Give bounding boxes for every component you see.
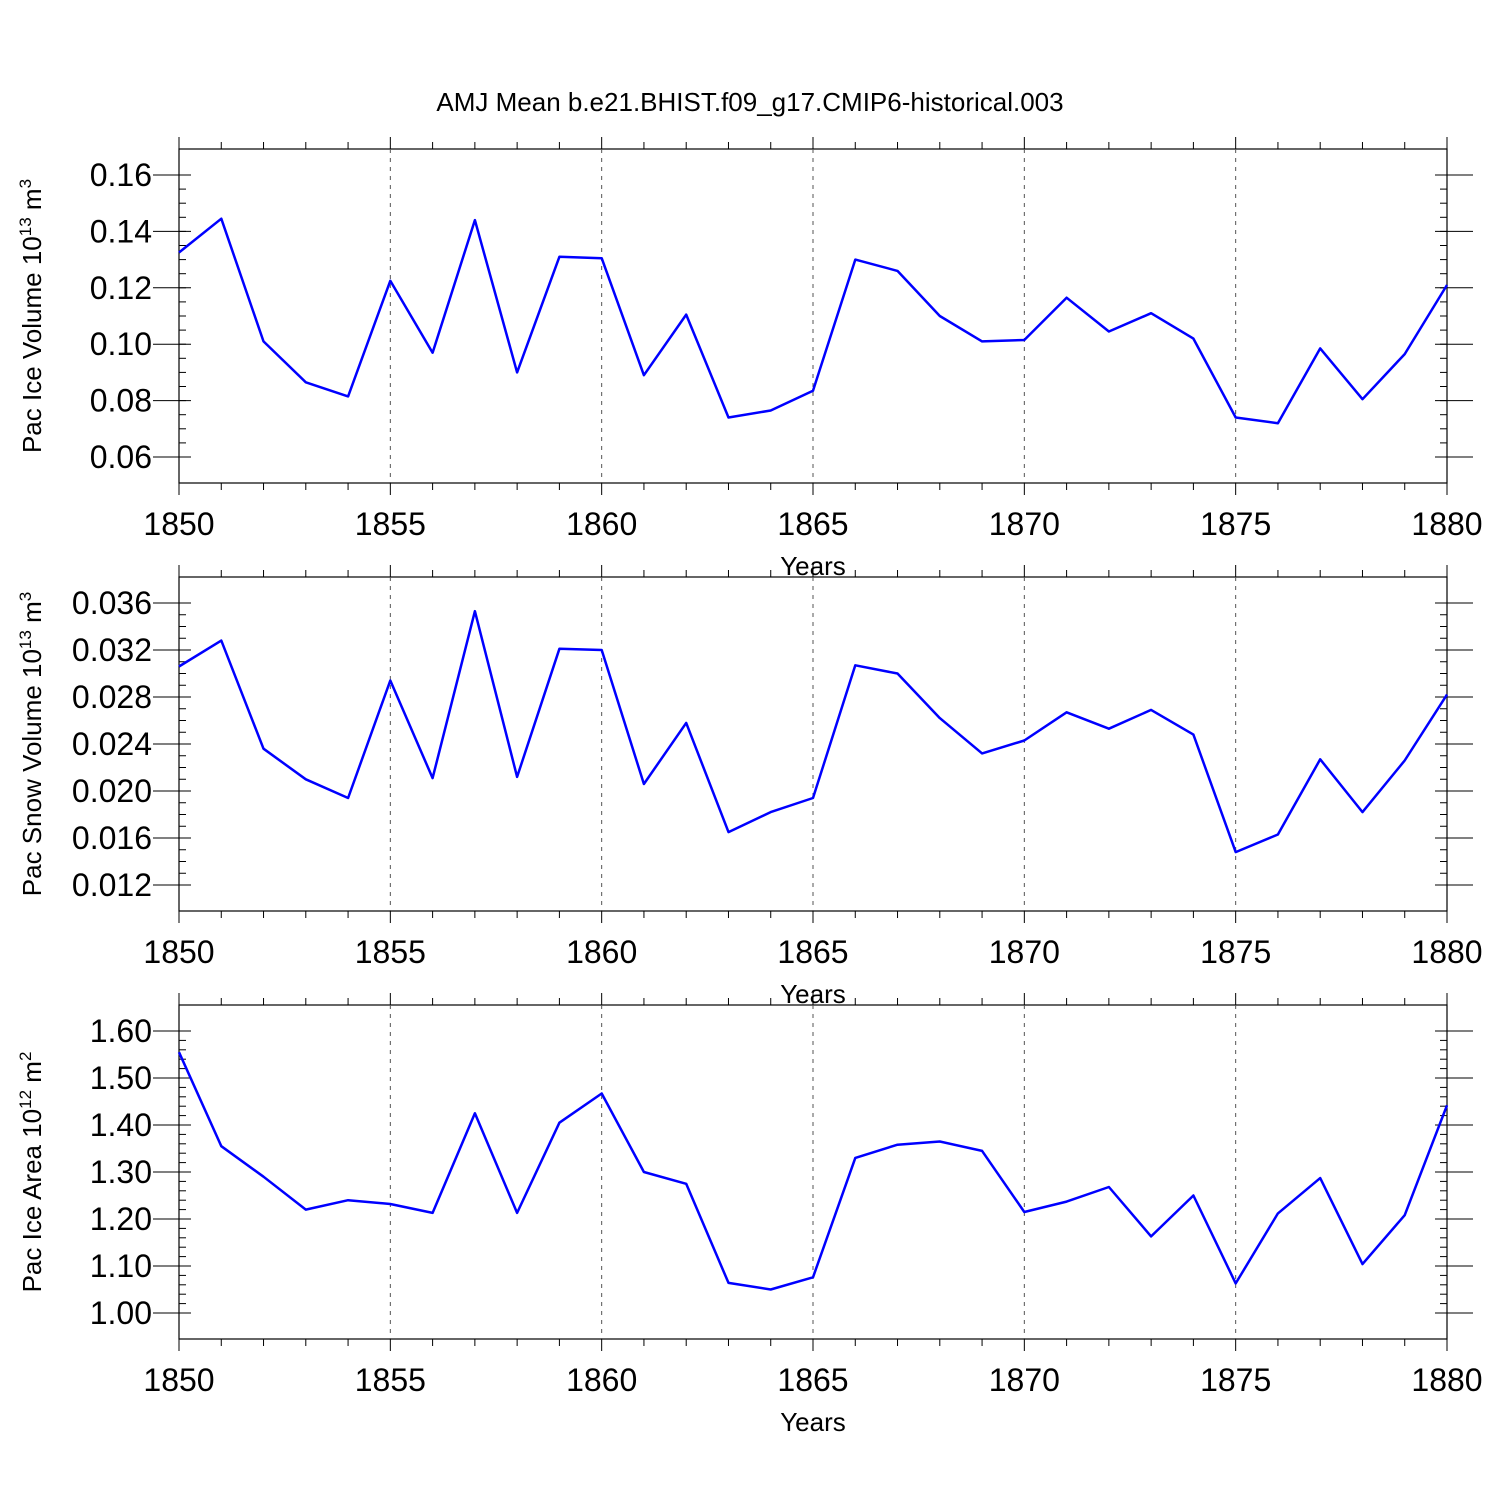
y-axis-title-part: 12 [16, 1090, 35, 1109]
chart-panel-2: 0.012 0.016 0.020 0.024 0.028 0.032 0.036 1850 1… [16, 565, 1483, 1009]
x-tick-label: 1855 [355, 934, 426, 970]
y-tick-label: 1.30 [90, 1154, 152, 1190]
y-tick-label: 0.028 [72, 679, 152, 715]
series-line [178, 609, 1449, 854]
y-axis-title: Pac Ice Area 1012 m2 [16, 1052, 47, 1293]
x-tick-label: 1875 [1200, 934, 1271, 970]
chart-panel-1: 0.06 0.08 0.10 0.12 0.14 0.16 1850 1855 1860 1865… [16, 137, 1483, 581]
y-tick-label: 0.12 [90, 270, 152, 306]
y-tick-label: 1.40 [90, 1107, 152, 1143]
y-tick-label: 0.06 [90, 439, 152, 475]
figure-title: AMJ Mean b.e21.BHIST.f09_g17.CMIP6-histo… [436, 87, 1063, 117]
x-tick-label: 1880 [1411, 506, 1482, 542]
plot-frame [178, 576, 1448, 912]
y-axis-title-part: 3 [16, 592, 35, 601]
y-tick-label: 0.012 [72, 867, 152, 903]
x-tick-label: 1870 [989, 934, 1060, 970]
x-tick-label: 1865 [777, 506, 848, 542]
x-axis-title: Years [780, 1407, 846, 1437]
y-axis-title-part: Pac Snow Volume 10 [17, 649, 47, 896]
x-tick-label: 1860 [566, 934, 637, 970]
y-axis-title-part: m [17, 188, 47, 217]
y-axis-title-part: m [17, 601, 47, 630]
x-tick-label: 1850 [143, 506, 214, 542]
x-tick-label: 1850 [143, 1362, 214, 1398]
y-tick-label: 1.10 [90, 1248, 152, 1284]
x-tick-label: 1875 [1200, 506, 1271, 542]
y-tick-label: 0.032 [72, 632, 152, 668]
y-tick-label: 1.00 [90, 1295, 152, 1331]
series-line [177, 1051, 1449, 1291]
y-tick-label: 1.60 [90, 1013, 152, 1049]
y-tick-label: 0.10 [90, 326, 152, 362]
y-axis-title-part: Pac Ice Area 10 [17, 1109, 47, 1293]
y-axis-title-part: 2 [16, 1052, 35, 1061]
chart-panel-3: 1.00 1.10 1.20 1.30 1.40 1.50 1.60 1850 1855 1860… [16, 993, 1483, 1437]
x-tick-label: 1865 [777, 934, 848, 970]
y-tick-label: 1.20 [90, 1201, 152, 1237]
plot-frame [178, 148, 1448, 484]
x-tick-label: 1855 [355, 506, 426, 542]
y-tick-label: 0.024 [72, 726, 152, 762]
x-tick-label: 1865 [777, 1362, 848, 1398]
y-axis-title-part: Pac Ice Volume 10 [17, 236, 47, 453]
y-axis-title-part: 3 [16, 179, 35, 188]
x-tick-label: 1880 [1411, 1362, 1482, 1398]
x-tick-label: 1860 [566, 1362, 637, 1398]
y-tick-label: 0.036 [72, 585, 152, 621]
y-tick-label: 0.16 [90, 157, 152, 193]
x-tick-label: 1880 [1411, 934, 1482, 970]
y-axis-title-part: 13 [16, 630, 35, 649]
y-tick-label: 1.50 [90, 1060, 152, 1096]
x-tick-label: 1870 [989, 506, 1060, 542]
y-tick-label: 0.016 [72, 820, 152, 856]
x-tick-label: 1875 [1200, 1362, 1271, 1398]
plot-frame [178, 1004, 1448, 1340]
series-line [178, 217, 1449, 425]
y-axis-title: Pac Snow Volume 1013 m3 [16, 592, 47, 896]
y-tick-label: 0.020 [72, 773, 152, 809]
y-axis-title-part: m [17, 1061, 47, 1090]
x-tick-label: 1855 [355, 1362, 426, 1398]
y-tick-label: 0.14 [90, 213, 152, 249]
x-tick-label: 1850 [143, 934, 214, 970]
x-tick-label: 1860 [566, 506, 637, 542]
y-axis-title: Pac Ice Volume 1013 m3 [16, 179, 47, 453]
y-axis-title-part: 13 [16, 217, 35, 236]
y-tick-label: 0.08 [90, 383, 152, 419]
x-tick-label: 1870 [989, 1362, 1060, 1398]
